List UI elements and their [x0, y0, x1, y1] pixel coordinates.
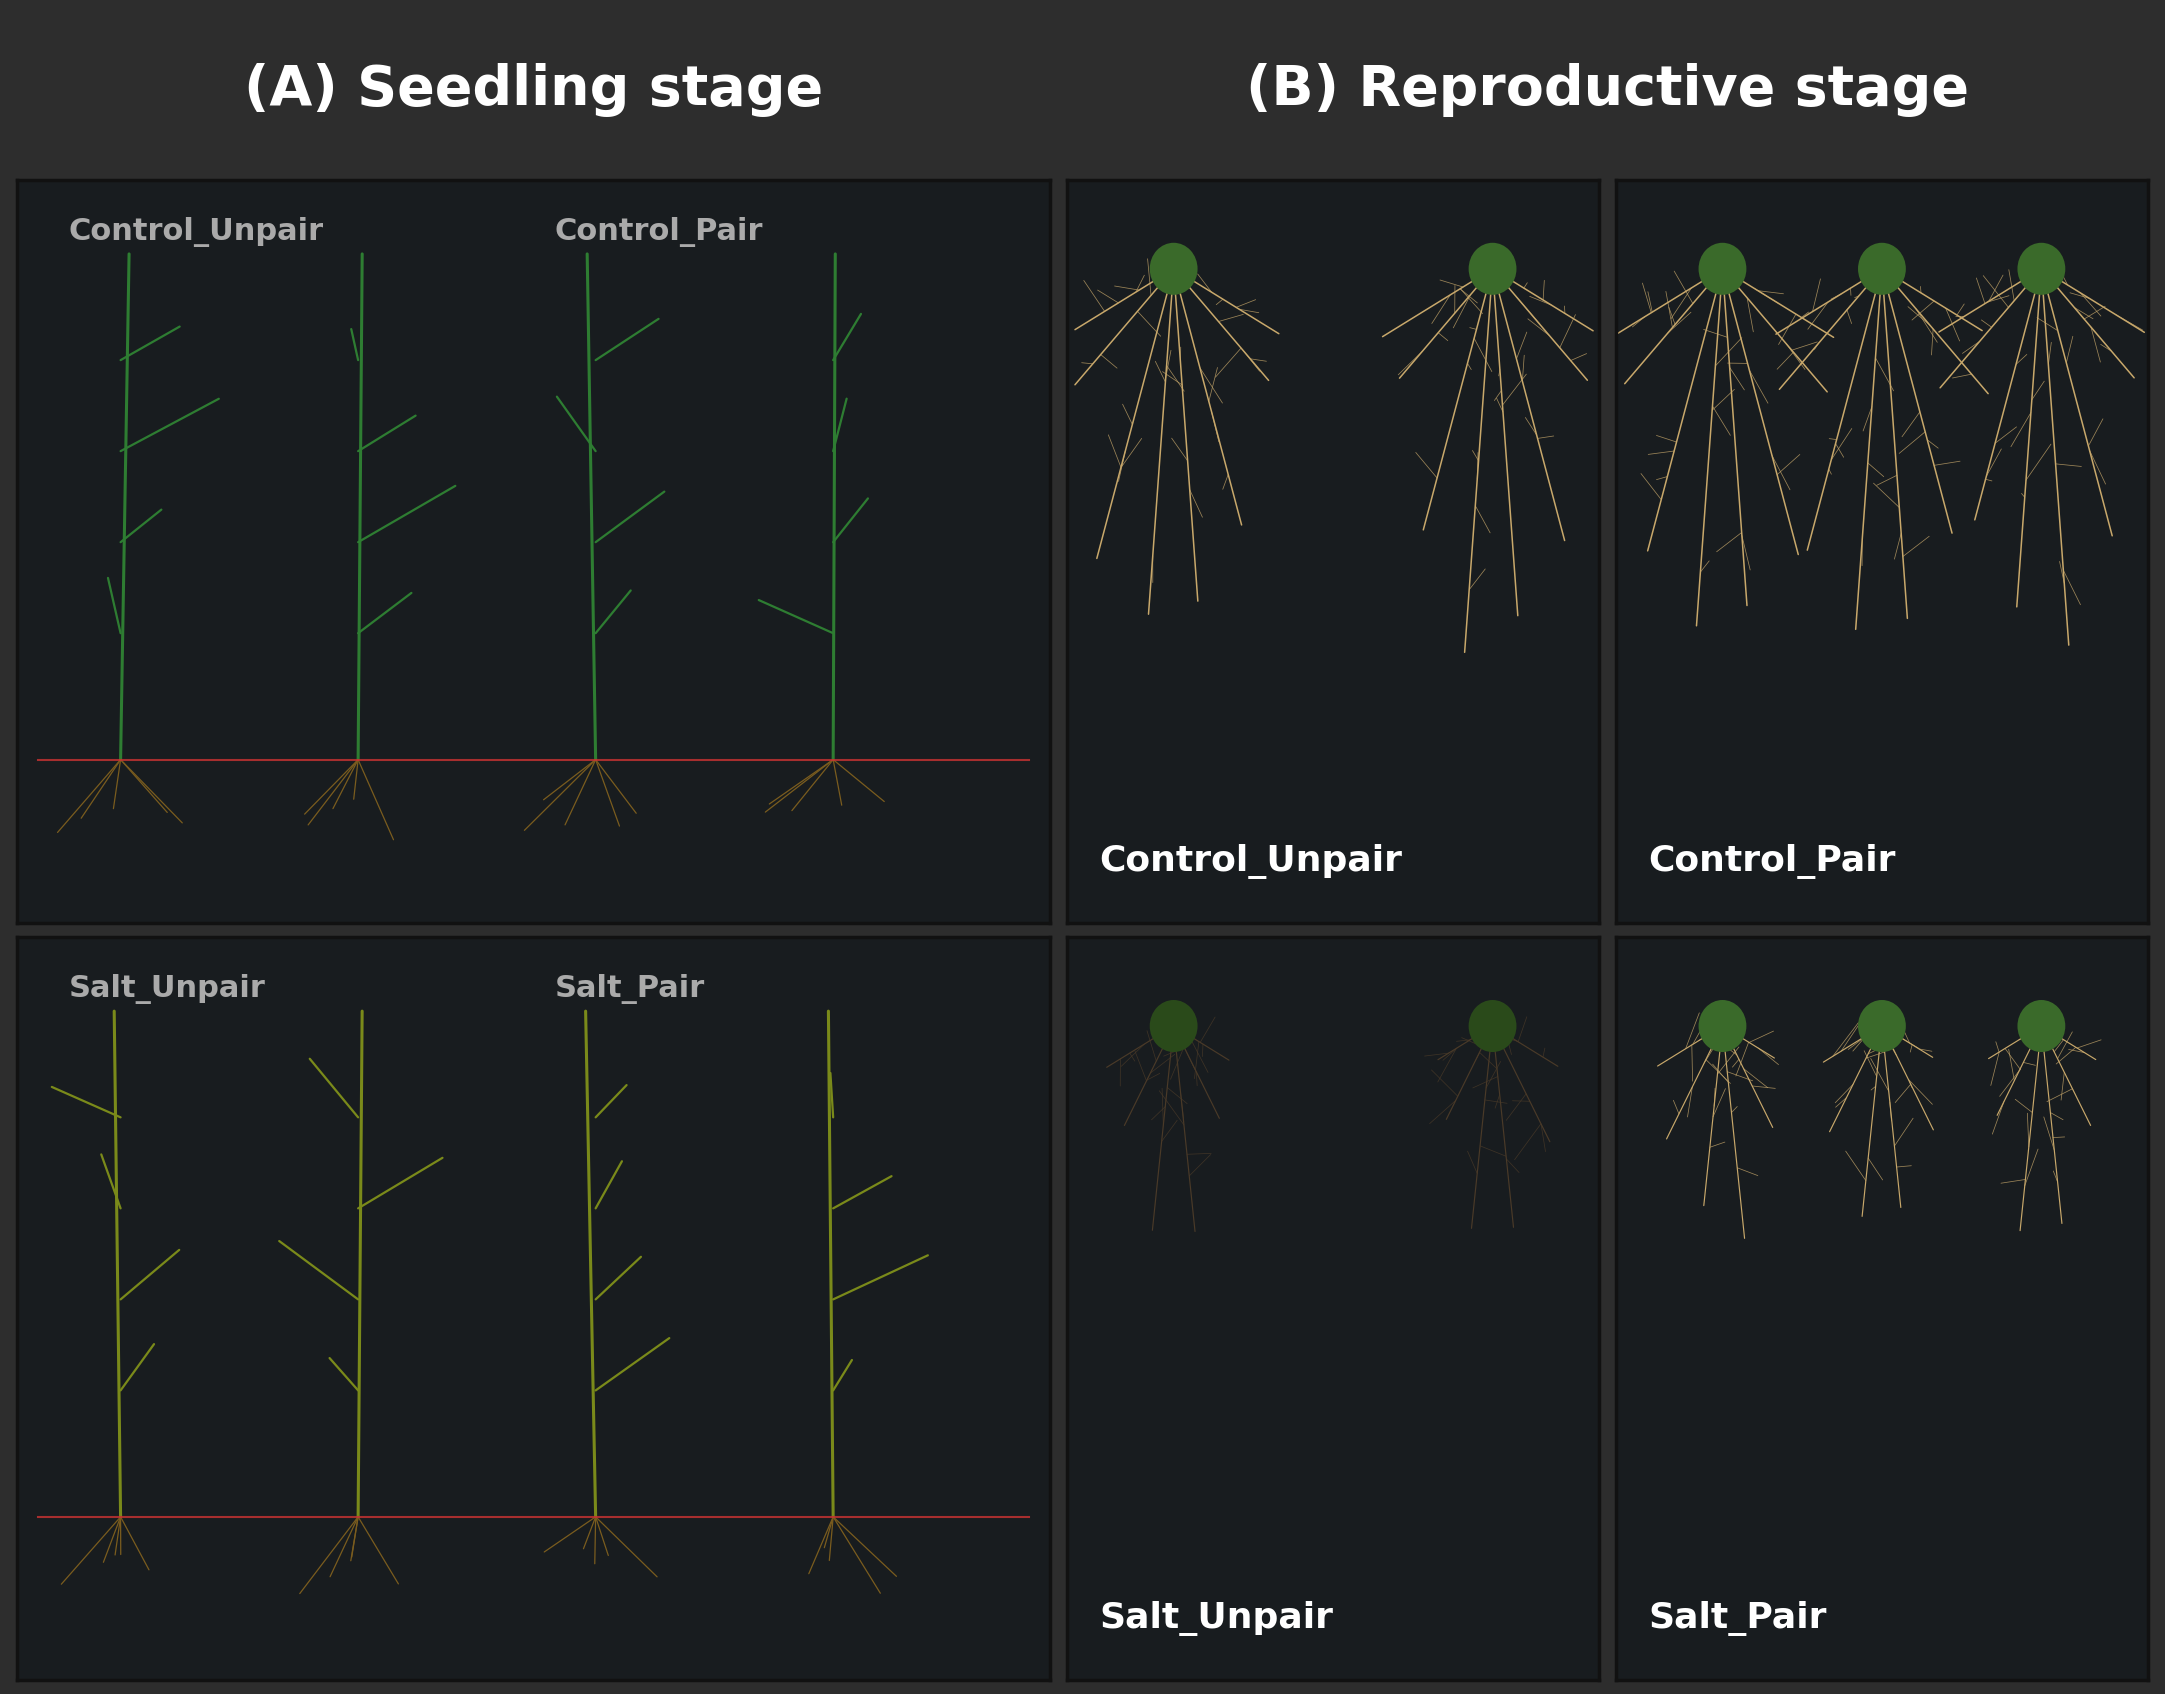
Text: (B) Reproductive stage: (B) Reproductive stage [1247, 63, 1968, 117]
Text: Control_Pair: Control_Pair [1648, 844, 1897, 879]
Text: Salt_Pair: Salt_Pair [1648, 1601, 1827, 1636]
Text: Salt_Pair: Salt_Pair [554, 974, 704, 1005]
Text: Control_Pair: Control_Pair [554, 217, 762, 247]
Text: (A) Seedling stage: (A) Seedling stage [245, 63, 823, 117]
Ellipse shape [1150, 999, 1197, 1052]
Text: Salt_Unpair: Salt_Unpair [69, 974, 266, 1005]
Ellipse shape [1468, 242, 1516, 295]
Ellipse shape [1700, 242, 1747, 295]
Ellipse shape [1700, 999, 1747, 1052]
Ellipse shape [2018, 999, 2065, 1052]
Ellipse shape [2018, 242, 2065, 295]
Ellipse shape [1858, 999, 1905, 1052]
Ellipse shape [1150, 242, 1197, 295]
Ellipse shape [1858, 242, 1905, 295]
Ellipse shape [1468, 999, 1516, 1052]
Text: Control_Unpair: Control_Unpair [1100, 844, 1403, 879]
Text: Control_Unpair: Control_Unpair [69, 217, 325, 247]
Text: Salt_Unpair: Salt_Unpair [1100, 1601, 1334, 1636]
